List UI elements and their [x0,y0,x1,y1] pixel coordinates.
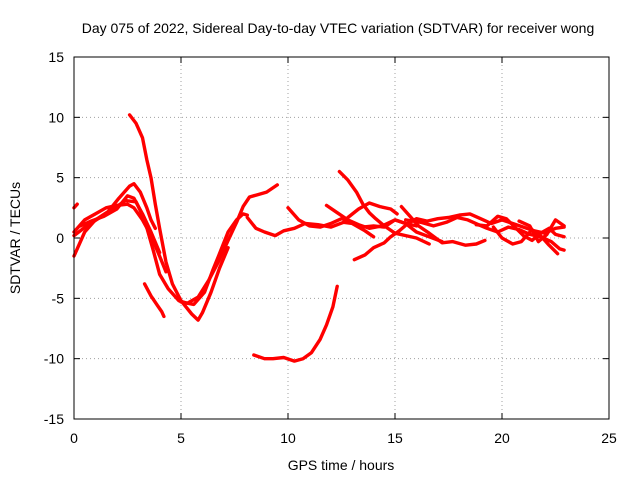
series-arc-7 [179,212,249,307]
series-arc-14 [352,212,566,262]
x-tick-label: 25 [601,430,617,446]
series-arc-9 [252,284,339,363]
x-tick-label: 5 [177,430,185,446]
x-tick-label: 20 [494,430,510,446]
series-arc-19 [517,218,566,244]
y-tick-label: 10 [48,109,64,125]
x-tick-label: 15 [387,430,403,446]
chart-title: Day 075 of 2022, Sidereal Day-to-day VTE… [82,20,595,36]
x-tick-labels: 0 5 10 15 20 25 [70,57,617,446]
x-tick-label: 10 [280,430,296,446]
x-axis-label: GPS time / hours [288,457,395,473]
series-arc-20 [72,202,79,210]
y-tick-label: 15 [48,49,64,65]
y-axis-label: SDTVAR / TECUs [7,182,23,294]
series-arc-5 [142,282,166,319]
data-series [72,113,566,363]
series-arc-11 [337,169,431,246]
series-arc-12 [324,203,419,230]
y-tick-label: -5 [52,290,65,306]
series-arc-4 [127,113,230,322]
series-arc-18 [491,225,560,256]
y-tick-label: 0 [56,230,64,246]
series-arc-13 [346,201,399,220]
y-tick-label: -10 [44,351,64,367]
series-arc-6 [78,194,162,255]
y-tick-label: 5 [56,170,64,186]
y-tick-label: -15 [44,411,64,427]
x-tick-label: 0 [70,430,78,446]
y-tick-labels: -15 -10 -5 0 5 10 15 [44,49,609,427]
series-arc-2 [72,183,279,305]
